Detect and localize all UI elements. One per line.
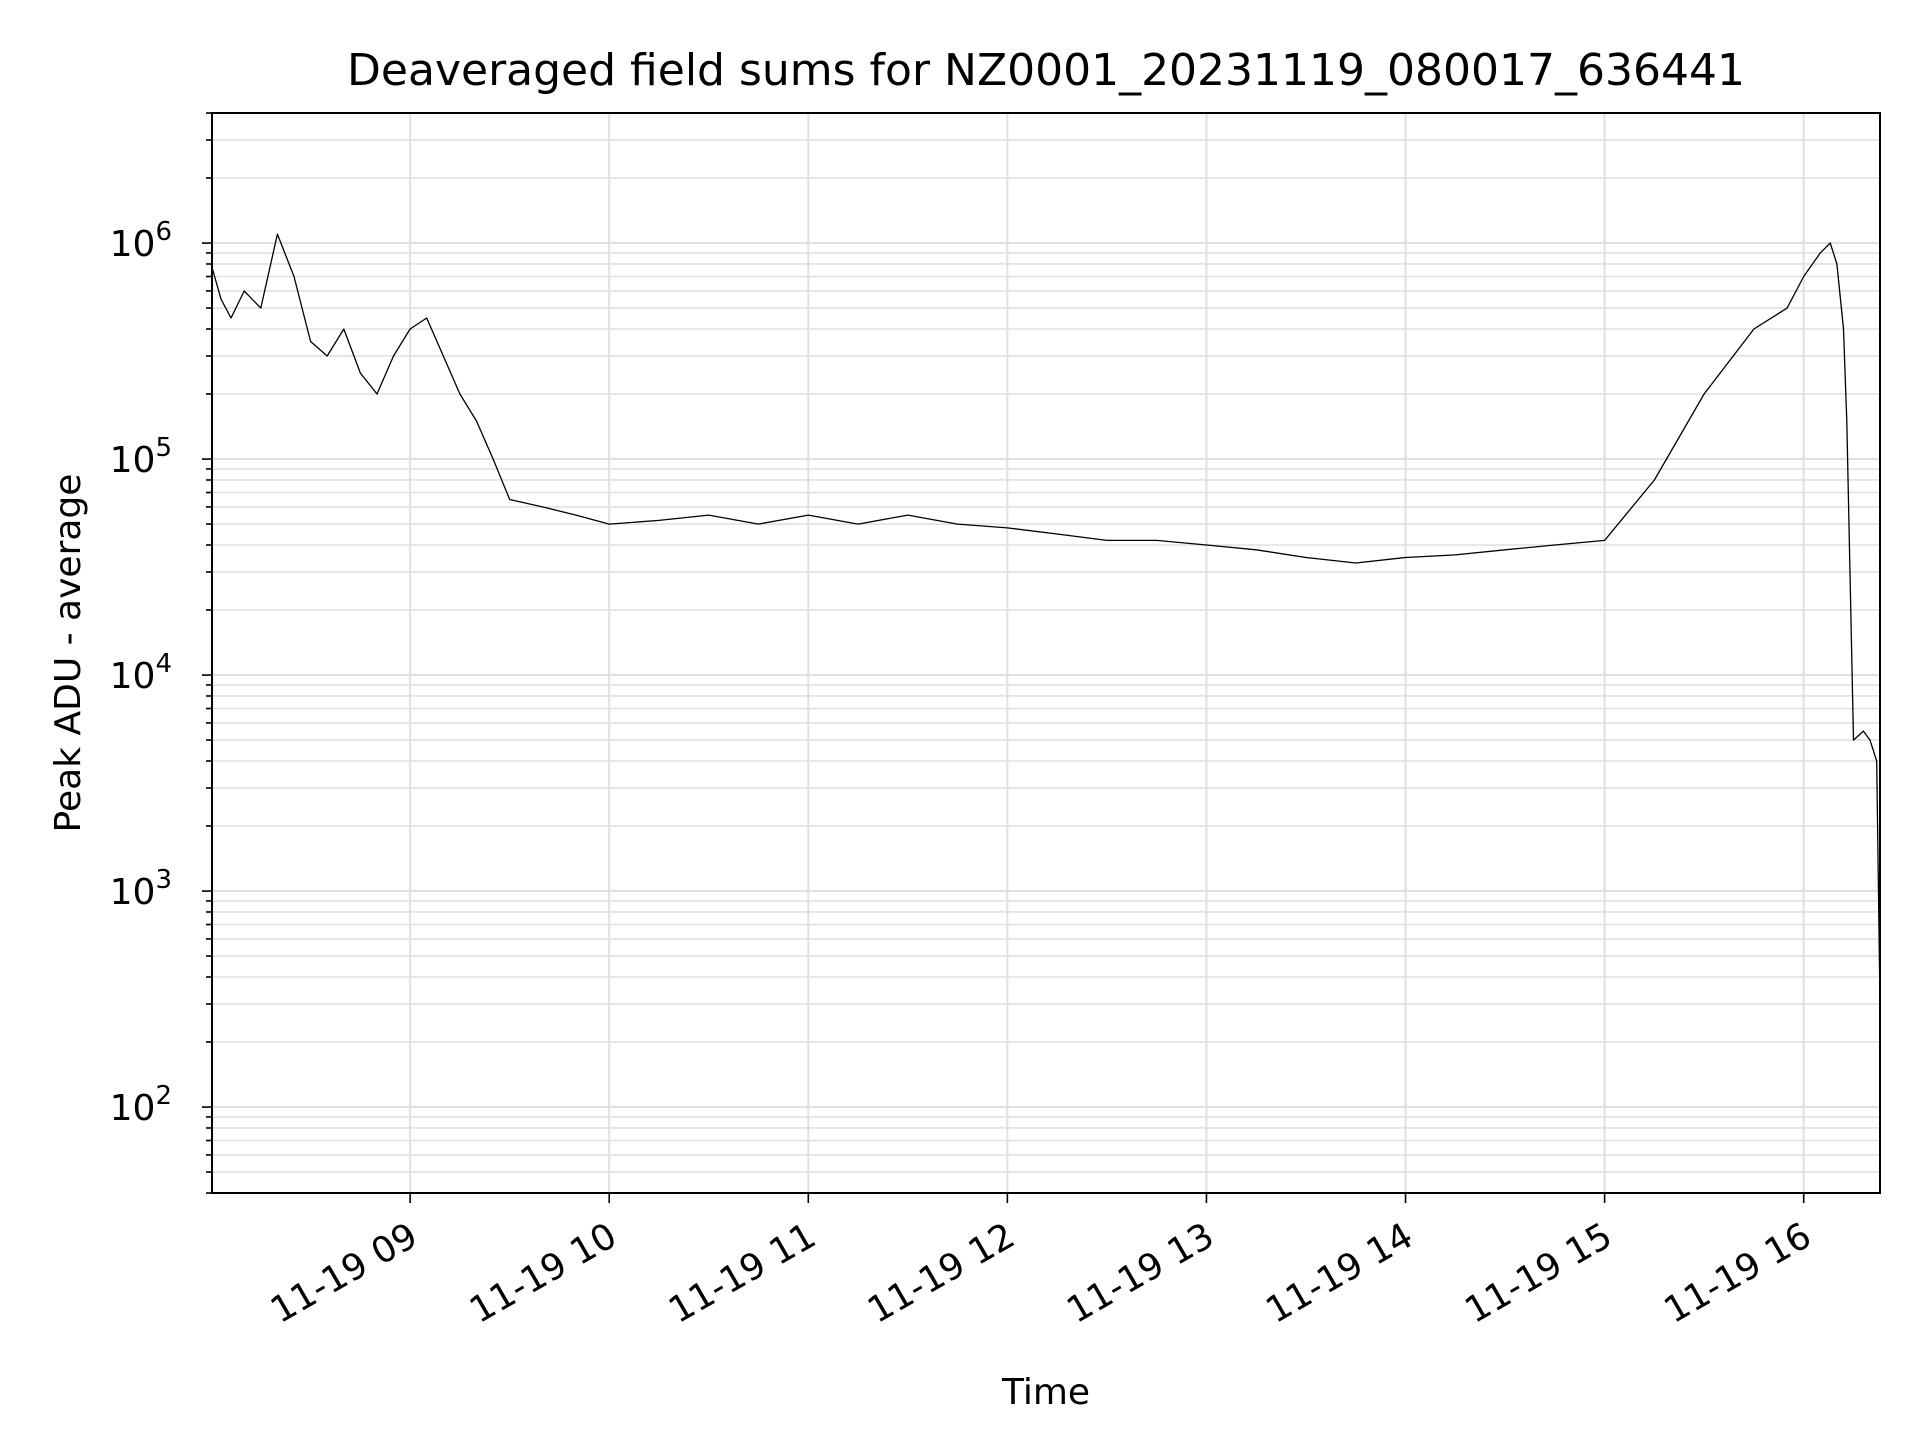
x-tick-label: 11-19 13 bbox=[1060, 1215, 1221, 1331]
y-tick-label: 103 bbox=[110, 865, 172, 913]
x-tick-label: 11-19 10 bbox=[463, 1215, 624, 1331]
y-tick-label-base: 10 bbox=[110, 1088, 156, 1129]
y-tick-label: 102 bbox=[110, 1081, 172, 1129]
x-tick-label: 11-19 09 bbox=[264, 1215, 425, 1331]
x-tick-label: 11-19 12 bbox=[861, 1215, 1022, 1331]
y-tick-label-base: 10 bbox=[110, 440, 156, 481]
y-tick-label-exponent: 2 bbox=[155, 1081, 172, 1111]
plot-frame bbox=[211, 112, 1881, 1194]
y-tick-label-exponent: 3 bbox=[155, 865, 172, 895]
x-tick-label: 11-19 11 bbox=[662, 1215, 823, 1331]
chart-title: Deaveraged field sums for NZ0001_2023111… bbox=[347, 45, 1745, 96]
x-tick-label: 11-19 15 bbox=[1458, 1215, 1619, 1331]
y-tick-label-exponent: 5 bbox=[155, 433, 172, 463]
y-tick-label-exponent: 6 bbox=[155, 217, 172, 247]
y-tick-label-base: 10 bbox=[110, 656, 156, 697]
y-tick-label: 105 bbox=[110, 433, 172, 481]
y-tick-label: 104 bbox=[110, 649, 172, 697]
y-tick-label-base: 10 bbox=[110, 224, 156, 265]
series-line bbox=[210, 233, 1881, 1005]
x-tick-label: 11-19 16 bbox=[1658, 1215, 1819, 1331]
grid-lines bbox=[212, 112, 1880, 1194]
y-axis-label: Peak ADU - average bbox=[48, 474, 89, 833]
x-axis-label: Time bbox=[1001, 1372, 1090, 1413]
x-tick-label: 11-19 14 bbox=[1259, 1215, 1420, 1331]
y-tick-label: 106 bbox=[110, 217, 172, 265]
y-tick-label-exponent: 4 bbox=[155, 649, 172, 679]
y-tick-label-base: 10 bbox=[110, 872, 156, 913]
